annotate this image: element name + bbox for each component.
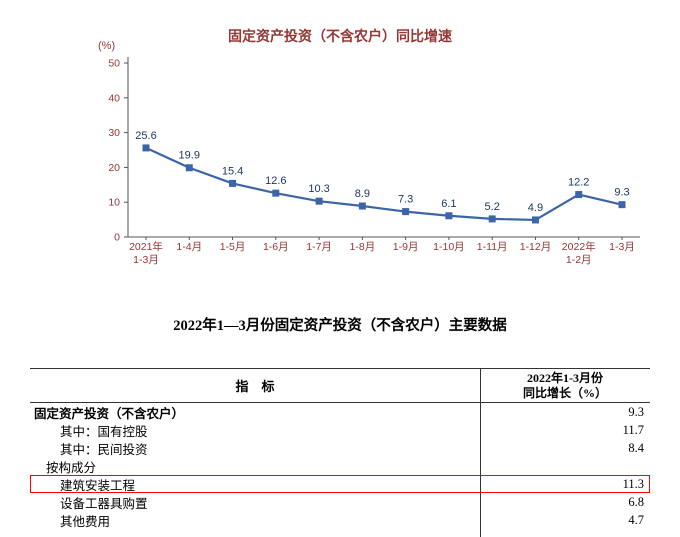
table-header-row: 指 标 2022年1-3月份 同比增长（%） bbox=[30, 369, 650, 403]
row-value: 6.8 bbox=[628, 494, 644, 509]
data-label: 8.9 bbox=[355, 188, 370, 200]
data-label: 10.3 bbox=[308, 183, 329, 195]
y-axis-unit-label: (%) bbox=[98, 40, 116, 52]
row-label: 其中：民间投资 bbox=[60, 442, 148, 457]
row-label: 建筑安装工程 bbox=[60, 478, 136, 493]
data-point bbox=[315, 197, 323, 205]
x-tick-label: 2021年 bbox=[129, 240, 163, 253]
header-value: 2022年1-3月份 同比增长（%） bbox=[480, 371, 650, 401]
y-tick-label: 50 bbox=[108, 58, 120, 70]
row-value: 9.3 bbox=[628, 404, 644, 419]
row-label: 固定资产投资（不含农户） bbox=[34, 406, 185, 421]
x-tick-label: 1-8月 bbox=[350, 241, 376, 253]
x-tick-label: 1-9月 bbox=[393, 241, 419, 253]
data-point bbox=[358, 202, 366, 210]
data-point bbox=[272, 189, 280, 197]
x-tick-label: 1-2月 bbox=[566, 254, 592, 266]
table-row: 其他费用 4.7 bbox=[30, 511, 650, 529]
row-label: 设备工器具购置 bbox=[60, 496, 148, 511]
data-label: 6.1 bbox=[441, 198, 456, 210]
data-point bbox=[531, 216, 539, 224]
data-label: 9.3 bbox=[614, 187, 629, 199]
row-value: 11.7 bbox=[622, 422, 644, 437]
y-tick-label: 10 bbox=[108, 197, 120, 209]
y-tick-label: 30 bbox=[108, 127, 120, 139]
x-tick-label: 1-10月 bbox=[433, 241, 465, 253]
data-point bbox=[229, 179, 237, 187]
data-table: 指 标 2022年1-3月份 同比增长（%） 固定资产投资（不含农户） 9.3 其中… bbox=[30, 368, 650, 537]
row-value: 11.3 bbox=[622, 476, 644, 491]
x-tick-label: 1-3月 bbox=[609, 241, 635, 253]
header-value-line2: 同比增长（%） bbox=[522, 385, 607, 400]
table-row: 按构成分 bbox=[30, 457, 650, 475]
x-tick-label: 1-6月 bbox=[263, 241, 289, 253]
x-tick-label: 1-4月 bbox=[176, 241, 202, 253]
x-tick-label: 1-12月 bbox=[520, 241, 552, 253]
table-body: 固定资产投资（不含农户） 9.3 其中：国有控股 11.7 其中：民间投资 8.4 按构成分… bbox=[30, 403, 650, 529]
table-row: 其中：国有控股 11.7 bbox=[30, 421, 650, 439]
column-divider bbox=[480, 369, 481, 537]
data-point bbox=[618, 201, 626, 209]
data-label: 25.6 bbox=[135, 130, 156, 142]
header-indicator: 指 标 bbox=[235, 379, 275, 394]
data-point bbox=[488, 215, 496, 223]
data-label: 12.2 bbox=[568, 177, 589, 189]
y-tick-label: 0 bbox=[114, 232, 120, 244]
data-label: 5.2 bbox=[485, 201, 500, 213]
x-tick-label: 1-5月 bbox=[220, 241, 246, 253]
table-row: 设备工器具购置 6.8 bbox=[30, 493, 650, 511]
row-label: 其他费用 bbox=[60, 514, 111, 529]
data-point bbox=[445, 212, 453, 220]
chart-title: 固定资产投资（不含农户）同比增速 bbox=[228, 30, 452, 45]
y-tick-label: 20 bbox=[108, 162, 120, 174]
x-tick-label: 1-7月 bbox=[306, 241, 332, 253]
line-series bbox=[145, 146, 623, 222]
data-point bbox=[575, 191, 583, 199]
table-row: 其中：民间投资 8.4 bbox=[30, 439, 650, 457]
data-label: 15.4 bbox=[222, 165, 243, 177]
header-value-line1: 2022年1-3月份 bbox=[527, 370, 603, 385]
data-label: 4.9 bbox=[528, 202, 543, 214]
y-tick-label: 40 bbox=[108, 92, 120, 104]
table-row: 固定资产投资（不含农户） 9.3 bbox=[30, 403, 650, 421]
x-tick-label: 1-11月 bbox=[477, 241, 508, 253]
row-value: 4.7 bbox=[628, 512, 644, 527]
data-label: 7.3 bbox=[398, 194, 413, 206]
table-title: 2022年1—3月份固定资产投资（不含农户）主要数据 bbox=[173, 318, 507, 334]
x-tick-label: 2022年 bbox=[562, 240, 596, 253]
x-tick-label: 1-3月 bbox=[133, 254, 159, 266]
table-row-highlighted: 建筑安装工程 11.3 bbox=[30, 475, 650, 493]
data-point bbox=[185, 164, 193, 172]
data-label: 19.9 bbox=[179, 150, 200, 162]
data-label: 12.6 bbox=[265, 175, 286, 187]
data-point bbox=[402, 208, 410, 216]
row-label: 其中：国有控股 bbox=[60, 424, 148, 439]
data-point bbox=[142, 144, 150, 152]
row-value: 8.4 bbox=[628, 440, 644, 455]
row-label: 按构成分 bbox=[46, 460, 97, 475]
